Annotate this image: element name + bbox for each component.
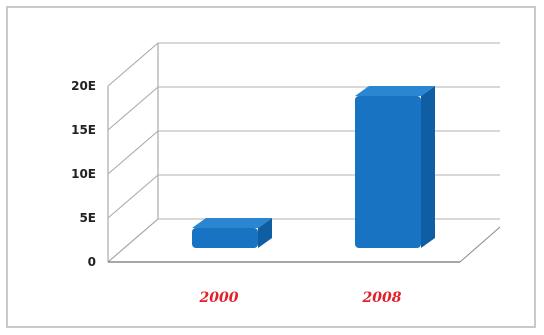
y-tick-label: 0	[88, 255, 96, 269]
x-category-label: 2000	[199, 290, 239, 306]
gridline-depth	[107, 130, 159, 175]
bar	[355, 96, 421, 248]
bar	[192, 228, 258, 248]
y-tick-label: 20E	[71, 79, 96, 93]
bar-top	[355, 86, 435, 96]
labels-layer: 0 5E 10E 15E 20E 2000 2008	[71, 79, 402, 306]
grid-layer	[107, 42, 501, 263]
x-category-label: 2008	[362, 290, 402, 306]
gridline-depth	[107, 86, 159, 131]
floor-right-edge	[459, 226, 501, 263]
gridline-depth	[107, 174, 159, 219]
bar-top	[192, 218, 272, 228]
gridline-depth	[107, 42, 159, 87]
gridline-depth	[107, 218, 159, 263]
y-tick-label: 5E	[79, 211, 96, 225]
bar-side	[421, 86, 435, 248]
chart-frame	[6, 6, 536, 328]
y-tick-label: 15E	[71, 123, 96, 137]
bars-layer	[192, 86, 435, 248]
y-tick-label: 10E	[71, 167, 96, 181]
